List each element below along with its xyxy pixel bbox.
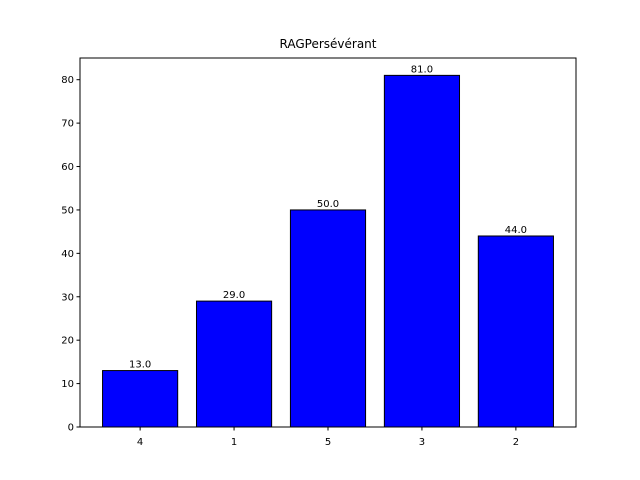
axis-ticks: 0 10 20 30 40 50 60 70 80 4 1 5 3 2 <box>61 75 519 448</box>
y-tick-label: 80 <box>61 75 74 86</box>
data-label: 50.0 <box>317 199 339 210</box>
data-label: 44.0 <box>505 225 527 236</box>
bar-5 <box>289 209 367 428</box>
x-tick-label: 2 <box>513 437 519 448</box>
data-labels: 13.0 29.0 50.0 81.0 44.0 <box>129 64 527 370</box>
y-tick-label: 20 <box>61 336 74 347</box>
y-tick-label: 0 <box>68 423 74 434</box>
x-tick-label: 5 <box>325 437 331 448</box>
data-label: 81.0 <box>411 64 433 75</box>
data-label: 13.0 <box>129 360 151 371</box>
bar-4 <box>102 370 179 428</box>
bar-1 <box>195 300 273 428</box>
y-tick-label: 30 <box>61 292 74 303</box>
y-tick-label: 10 <box>61 379 74 390</box>
bar-2 <box>477 235 554 428</box>
x-tick-label: 4 <box>137 437 143 448</box>
data-label: 29.0 <box>223 290 245 301</box>
y-tick-label: 50 <box>61 205 74 216</box>
y-tick-label: 40 <box>61 249 74 260</box>
x-tick-label: 3 <box>419 437 425 448</box>
chart-title: RAGPersévérant <box>280 37 377 51</box>
bars <box>102 74 554 428</box>
x-tick-label: 1 <box>231 437 237 448</box>
bar-3 <box>383 74 461 428</box>
y-tick-label: 60 <box>61 162 74 173</box>
plot-frame <box>79 57 577 428</box>
y-tick-label: 70 <box>61 119 74 130</box>
